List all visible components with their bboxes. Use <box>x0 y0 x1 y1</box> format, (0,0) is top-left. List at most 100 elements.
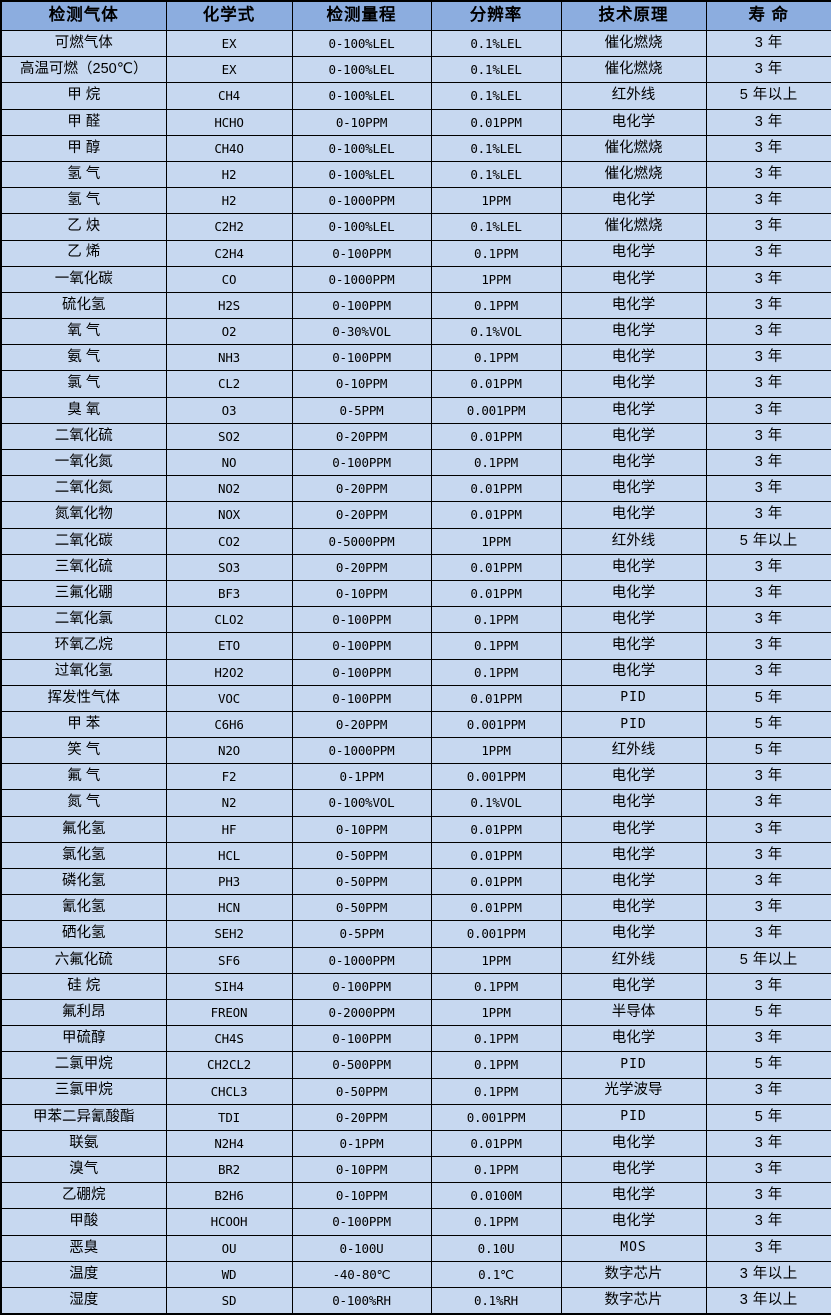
cell-resolution: 0.1PPM <box>430 291 562 320</box>
cell-gas-name: 氨 气 <box>0 344 167 372</box>
cell-gas-name: 氰化氢 <box>0 894 167 922</box>
table-row: 高温可燃（250℃） EX 0-100%LEL 0.1%LEL 催化燃烧 3 年 <box>0 56 831 84</box>
cell-lifespan: 3 年 <box>705 632 831 660</box>
cell-resolution: 0.01PPM <box>430 579 562 608</box>
cell-gas-name: 氯化氢 <box>0 841 167 870</box>
table-row: 二氧化氮 NO2 0-20PPM 0.01PPM 电化学 3 年 <box>0 475 831 503</box>
cell-resolution: 0.1PPM <box>430 606 562 634</box>
cell-technology: 电化学 <box>560 606 707 634</box>
cell-formula: C2H2 <box>165 213 293 241</box>
cell-resolution: 0.01PPM <box>430 1129 562 1158</box>
cell-range: 0-20PPM <box>291 475 432 503</box>
cell-technology: 数字芯片 <box>560 1287 707 1315</box>
cell-formula: TDI <box>165 1103 293 1131</box>
table-row: 可燃气体 EX 0-100%LEL 0.1%LEL 催化燃烧 3 年 <box>0 29 831 58</box>
cell-formula: N2 <box>165 789 293 817</box>
cell-gas-name: 氧 气 <box>0 318 167 346</box>
table-row: 二氧化硫 SO2 0-20PPM 0.01PPM 电化学 3 年 <box>0 422 831 451</box>
cell-resolution: 0.01PPM <box>430 370 562 398</box>
cell-lifespan: 3 年 <box>705 213 831 241</box>
table-row: 氟 气 F2 0-1PPM 0.001PPM 电化学 3 年 <box>0 763 831 791</box>
cell-lifespan: 3 年 <box>705 396 831 424</box>
cell-gas-name: 二氯甲烷 <box>0 1051 167 1079</box>
cell-gas-name: 甲 醇 <box>0 134 167 162</box>
cell-range: 0-30%VOL <box>291 318 432 346</box>
cell-formula: FREON <box>165 998 293 1027</box>
cell-gas-name: 联氨 <box>0 1129 167 1158</box>
cell-lifespan: 3 年 <box>705 579 831 608</box>
cell-resolution: 0.1PPM <box>430 239 562 267</box>
cell-lifespan: 3 年 <box>705 606 831 634</box>
table-row: 恶臭 OU 0-100U 0.10U MOS 3 年 <box>0 1234 831 1262</box>
cell-formula: H2S <box>165 291 293 320</box>
cell-gas-name: 氮氧化物 <box>0 501 167 529</box>
cell-formula: SD <box>165 1287 293 1315</box>
cell-lifespan: 3 年 <box>705 1025 831 1053</box>
cell-lifespan: 3 年 <box>705 1234 831 1262</box>
cell-range: 0-5PPM <box>291 920 432 948</box>
cell-lifespan: 3 年 <box>705 841 831 870</box>
cell-resolution: 0.1PPM <box>430 632 562 660</box>
cell-lifespan: 3 年以上 <box>705 1287 831 1315</box>
cell-range: 0-50PPM <box>291 894 432 922</box>
table-row: 氯 气 CL2 0-10PPM 0.01PPM 电化学 3 年 <box>0 370 831 398</box>
table-row: 氨 气 NH3 0-100PPM 0.1PPM 电化学 3 年 <box>0 344 831 372</box>
cell-resolution: 0.01PPM <box>430 475 562 503</box>
cell-range: 0-100PPM <box>291 239 432 267</box>
cell-range: 0-1000PPM <box>291 265 432 293</box>
cell-gas-name: 氟利昂 <box>0 998 167 1027</box>
cell-technology: 电化学 <box>560 1129 707 1158</box>
cell-technology: 电化学 <box>560 475 707 503</box>
table-row: 二氯甲烷 CH2CL2 0-500PPM 0.1PPM PID 5 年 <box>0 1051 831 1079</box>
cell-lifespan: 5 年以上 <box>705 82 831 110</box>
cell-resolution: 1PPM <box>430 527 562 555</box>
cell-technology: 电化学 <box>560 239 707 267</box>
cell-gas-name: 乙 烯 <box>0 239 167 267</box>
cell-gas-name: 二氧化氯 <box>0 606 167 634</box>
cell-lifespan: 3 年 <box>705 1182 831 1210</box>
cell-resolution: 0.01PPM <box>430 867 562 896</box>
cell-resolution: 0.1%VOL <box>430 318 562 346</box>
table-row: 乙硼烷 B2H6 0-10PPM 0.0100M 电化学 3 年 <box>0 1182 831 1210</box>
cell-technology: 电化学 <box>560 1025 707 1053</box>
cell-resolution: 0.01PPM <box>430 815 562 843</box>
cell-range: 0-2000PPM <box>291 998 432 1027</box>
cell-formula: CLO2 <box>165 606 293 634</box>
cell-technology: 电化学 <box>560 658 707 686</box>
cell-resolution: 0.01PPM <box>430 422 562 451</box>
cell-technology: 红外线 <box>560 82 707 110</box>
cell-range: 0-5PPM <box>291 396 432 424</box>
cell-range: 0-100%LEL <box>291 160 432 189</box>
cell-gas-name: 硅 烷 <box>0 972 167 1000</box>
cell-lifespan: 5 年 <box>705 737 831 765</box>
cell-formula: EX <box>165 56 293 84</box>
cell-formula: NH3 <box>165 344 293 372</box>
cell-gas-name: 甲 烷 <box>0 82 167 110</box>
cell-technology: PID <box>560 710 707 739</box>
cell-resolution: 0.1%RH <box>430 1287 562 1315</box>
cell-formula: O2 <box>165 318 293 346</box>
cell-technology: 电化学 <box>560 579 707 608</box>
cell-resolution: 0.1℃ <box>430 1260 562 1289</box>
cell-range: 0-100PPM <box>291 448 432 477</box>
cell-formula: SIH4 <box>165 972 293 1000</box>
column-header-technology: 技术原理 <box>560 0 707 31</box>
cell-lifespan: 5 年以上 <box>705 946 831 974</box>
table-row: 氮氧化物 NOX 0-20PPM 0.01PPM 电化学 3 年 <box>0 501 831 529</box>
cell-lifespan: 5 年 <box>705 1103 831 1131</box>
cell-formula: HCL <box>165 841 293 870</box>
cell-formula: PH3 <box>165 867 293 896</box>
cell-range: -40-80℃ <box>291 1260 432 1289</box>
cell-gas-name: 溴气 <box>0 1156 167 1184</box>
cell-formula: CH2CL2 <box>165 1051 293 1079</box>
cell-lifespan: 5 年 <box>705 998 831 1027</box>
cell-technology: 电化学 <box>560 553 707 581</box>
cell-formula: CO <box>165 265 293 293</box>
cell-lifespan: 3 年 <box>705 658 831 686</box>
cell-formula: B2H6 <box>165 1182 293 1210</box>
cell-resolution: 1PPM <box>430 998 562 1027</box>
cell-range: 0-100PPM <box>291 972 432 1000</box>
table-row: 硅 烷 SIH4 0-100PPM 0.1PPM 电化学 3 年 <box>0 972 831 1000</box>
cell-gas-name: 过氧化氢 <box>0 658 167 686</box>
cell-lifespan: 3 年 <box>705 1156 831 1184</box>
